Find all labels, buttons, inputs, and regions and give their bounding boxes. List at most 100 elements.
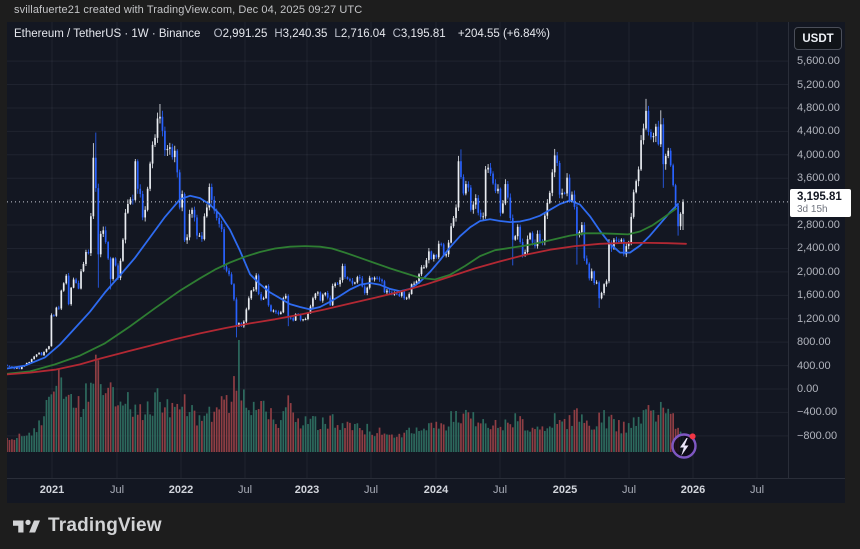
volume-bar <box>344 428 346 452</box>
candle-body <box>289 317 292 319</box>
volume-bar <box>245 407 248 452</box>
volume-bar <box>119 401 122 452</box>
candle-body <box>319 292 322 301</box>
volume-bar <box>541 426 544 452</box>
volume-bar <box>117 405 119 452</box>
candle-body <box>50 315 53 347</box>
candle-body <box>70 287 72 305</box>
candle-body <box>563 192 566 194</box>
volume-bar <box>593 429 596 452</box>
candle-body <box>154 137 156 145</box>
candle-body <box>425 260 428 268</box>
candle-body <box>354 282 356 284</box>
candle-body <box>109 258 112 279</box>
volume-bar <box>588 425 591 452</box>
volume-bar <box>400 437 403 452</box>
candle-body <box>7 364 8 366</box>
candle-body <box>568 177 571 202</box>
candle-body <box>655 126 657 137</box>
currency-toggle-button[interactable]: USDT <box>794 27 842 50</box>
candle-body <box>457 161 460 208</box>
candle-body <box>331 285 334 306</box>
time-tick-2022: 2022 <box>168 484 194 496</box>
volume-bar <box>408 427 411 452</box>
price-chart-canvas[interactable] <box>7 22 788 478</box>
price-axis[interactable]: USDT 3,195.81 3d 15h 5,600.00 5,200.00 4,8… <box>788 22 851 478</box>
candle-body <box>168 147 171 149</box>
candle-body <box>502 203 504 213</box>
candle-body <box>235 299 238 327</box>
volume-bar <box>595 426 598 452</box>
candle-body <box>561 192 563 195</box>
ma-fast-blue-line <box>7 194 679 370</box>
volume-bar <box>228 412 230 452</box>
volume-bar <box>415 427 418 452</box>
volume-bar <box>314 416 317 452</box>
candle-body <box>590 271 593 279</box>
candle-body <box>90 216 92 254</box>
volume-bar <box>452 421 455 452</box>
candle-body <box>398 294 401 296</box>
volume-bar <box>497 427 499 452</box>
volume-bar <box>257 409 260 452</box>
tradingview-brand-link[interactable]: TradingView <box>13 515 162 537</box>
candle-body <box>208 187 211 208</box>
candle-body <box>129 199 132 204</box>
candle-body <box>18 367 21 370</box>
symbol-legend: Ethereum / TetherUS · 1W · Binance O2,99… <box>14 28 550 40</box>
price-tick: 400.00 <box>797 359 831 372</box>
volume-bar <box>220 396 223 452</box>
volume-bar <box>479 423 482 452</box>
candle-body <box>531 233 534 243</box>
candle-body <box>250 290 253 299</box>
candle-body <box>334 283 336 286</box>
candle-body <box>82 263 85 272</box>
chart-pane[interactable]: Ethereum / TetherUS · 1W · Binance O2,99… <box>7 22 788 478</box>
footer-bar: TradingView <box>0 503 860 549</box>
candle-body <box>191 209 193 214</box>
candle-body <box>674 185 677 206</box>
candle-body <box>275 310 277 313</box>
volume-bar <box>13 439 16 452</box>
volume-bar <box>176 403 179 452</box>
candle-body <box>265 285 267 299</box>
volume-bar <box>622 421 625 452</box>
candle-body <box>223 229 225 267</box>
volume-bar <box>309 418 312 452</box>
volume-bar <box>50 394 53 452</box>
volume-bar <box>107 387 110 452</box>
candle-body <box>622 239 625 255</box>
volume-bar <box>398 433 401 452</box>
volume-bar <box>127 392 129 452</box>
volume-bar <box>442 424 445 452</box>
volume-bar <box>605 428 608 452</box>
volume-bar <box>469 418 472 452</box>
candle-body <box>474 198 477 205</box>
candle-body <box>277 312 280 315</box>
volume-bar <box>642 410 645 452</box>
time-axis[interactable]: 2021 Jul 2022 Jul 2023 Jul 2024 Jul 2025 Jul 2026 J… <box>7 478 845 503</box>
candle-body <box>682 201 684 214</box>
candle-body <box>205 207 208 217</box>
candle-body <box>230 274 233 285</box>
volume-bar <box>164 407 166 452</box>
volume-bar <box>494 419 497 452</box>
candle-body <box>344 266 346 278</box>
candle-body <box>220 223 223 230</box>
candle-body <box>156 118 159 138</box>
volume-bar <box>615 431 618 452</box>
volume-bar <box>650 410 652 452</box>
volume-bar <box>230 401 233 452</box>
volume-bar <box>620 433 623 452</box>
volume-bar <box>450 411 452 452</box>
volume-bar <box>331 414 334 452</box>
time-tick-2025: 2025 <box>552 484 578 496</box>
candle-body <box>415 281 418 284</box>
time-tick-jul: Jul <box>237 484 253 496</box>
volume-bar <box>425 430 428 452</box>
ma-slow-red-line <box>7 241 687 376</box>
volume-bar <box>573 409 576 452</box>
ohlc-value-o: 2,991.25 <box>222 28 268 40</box>
volume-bar <box>134 404 137 452</box>
candle-body <box>423 267 425 269</box>
